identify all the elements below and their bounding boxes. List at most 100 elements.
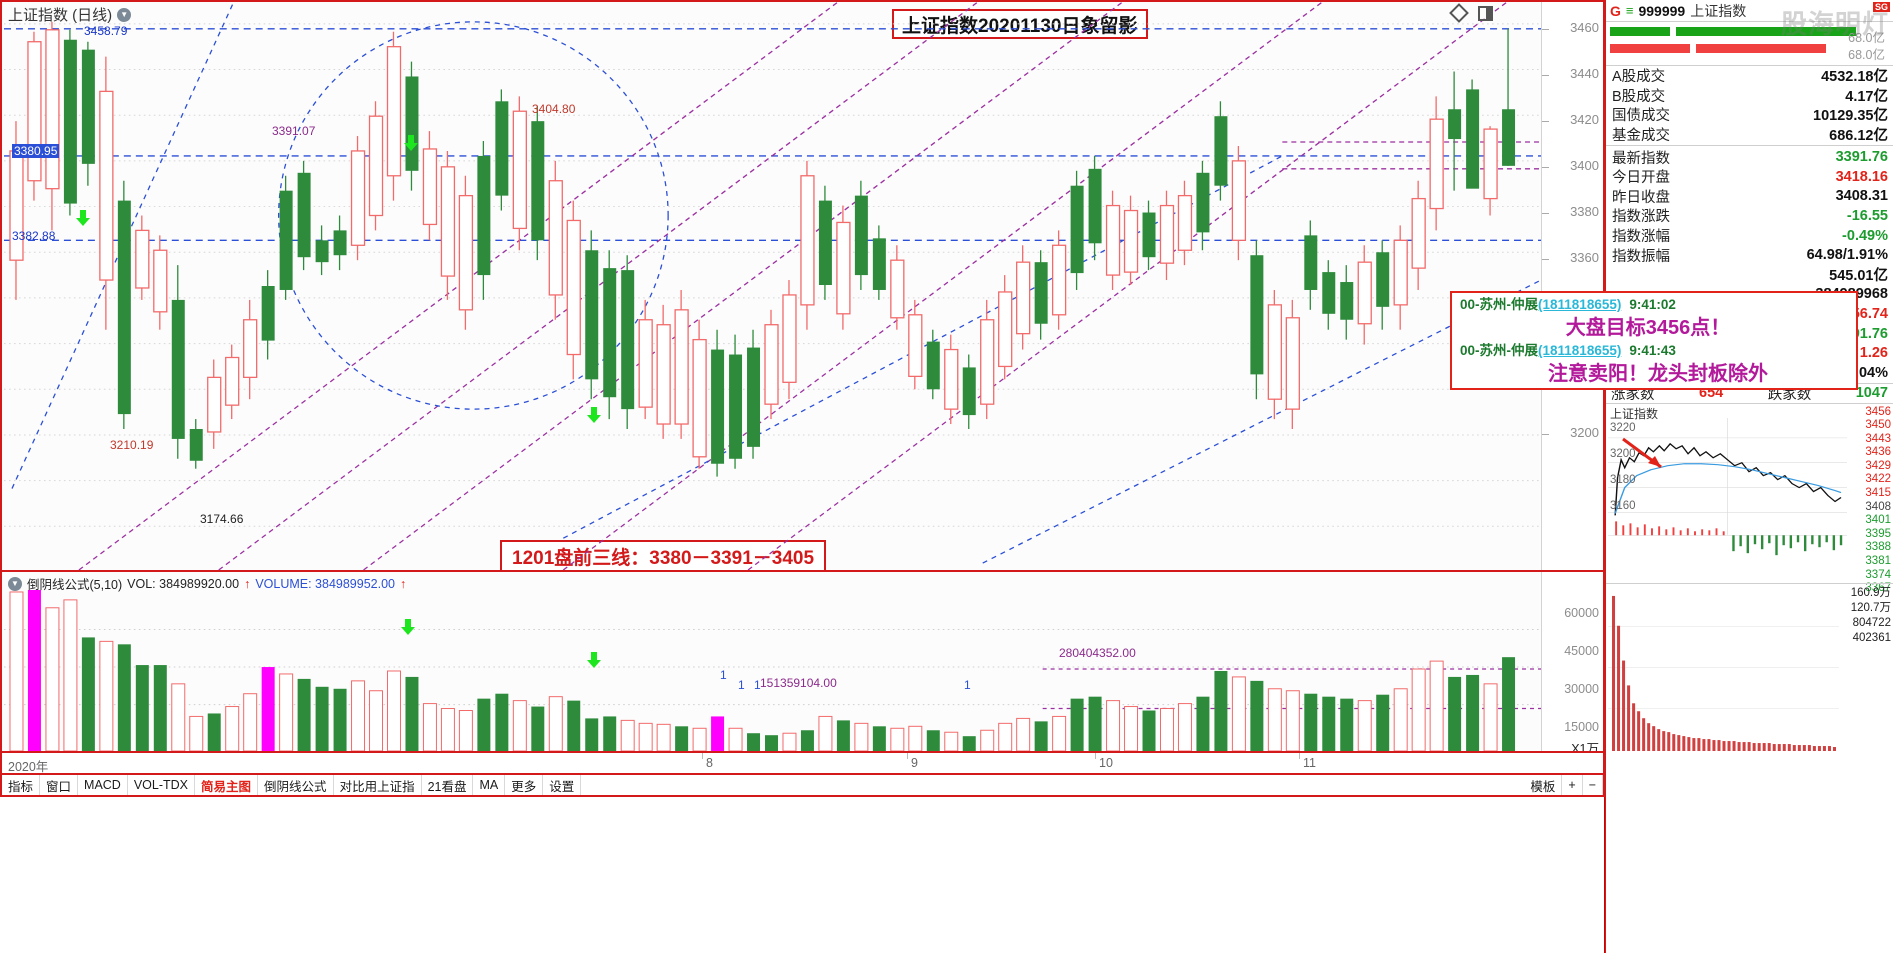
price-label-3391: 3391.07 — [272, 124, 316, 138]
instrument-code: 999999 — [1638, 2, 1686, 19]
quote-row-a-turnover: A股成交 4532.18亿 — [1606, 66, 1893, 86]
toolbar-item-simple-main[interactable]: 简易主图 — [195, 775, 259, 795]
quote-header[interactable]: G ≡ 999999 上证指数 SG — [1606, 0, 1893, 22]
chevron-down-icon[interactable]: ▼ — [8, 576, 22, 591]
x-axis-tick: 9 — [911, 756, 918, 770]
price-label-3380: 3380.95 — [12, 144, 60, 158]
toolbar-item-fake-yin[interactable]: 倒阴线公式 — [258, 775, 334, 795]
volume-svg — [4, 590, 1541, 751]
intraday-tick: 3388 — [1865, 541, 1891, 554]
market-volume-svg — [1608, 595, 1839, 751]
divider — [1606, 145, 1893, 147]
intraday-right-axis: 3456 3450 3443 3436 3429 3422 3415 3408 … — [1849, 406, 1891, 596]
quote-row-b-turnover: B股成交 4.17亿 — [1606, 86, 1893, 106]
chart-column: 上证指数 (日线) ▼ 上证指数20201130日象留影 1201盘前三线：33… — [0, 0, 1605, 953]
toolbar-item-21kanpan[interactable]: 21看盘 — [422, 775, 474, 795]
quote-row-extra-1: 545.01亿 — [1606, 265, 1893, 285]
row-label: 最新指数 — [1612, 150, 1670, 167]
row-value: -0.49% — [1842, 227, 1888, 244]
bottom-toolbar[interactable]: 指标 窗口 MACD VOL-TDX 简易主图 倒阴线公式 对比用上证指 21看… — [0, 775, 1605, 797]
intraday-left-tick: 3200 — [1610, 447, 1636, 460]
market-volume-tick: 120.7万 — [1850, 601, 1891, 614]
decline-label: 跌家数 — [1767, 386, 1812, 403]
signal-arrow-down-icon — [587, 407, 602, 424]
volume-annotation-big: 280404352.00 — [1059, 646, 1136, 660]
toolbar-zoom-in-button[interactable]: + — [1562, 775, 1583, 795]
row-value: 686.12亿 — [1829, 128, 1888, 145]
chat-message-header: 00-苏州-仲展(1811818655) 9:41:02 — [1460, 296, 1856, 314]
row-value: -16.55 — [1846, 207, 1888, 224]
intraday-plot[interactable] — [1608, 417, 1847, 581]
volume-mark: 1 — [964, 678, 971, 692]
volume-plot-area[interactable]: 280404352.00 151359104.00 1 1 1 1 — [4, 590, 1541, 751]
toolbar-item-settings[interactable]: 设置 — [543, 775, 582, 795]
volume-panel-header[interactable]: ▼ 倒阴线公式(5,10) VOL: 384989920.00 ↑ VOLUME… — [8, 574, 406, 593]
x-axis-tick: 10 — [1099, 756, 1113, 770]
intraday-left-tick: 3180 — [1610, 473, 1636, 486]
volume-tick: 45000 — [1564, 644, 1599, 658]
toolbar-item-vol-tdx[interactable]: VOL-TDX — [128, 775, 196, 795]
intraday-chart[interactable]: 上证指数 — [1606, 402, 1893, 594]
intraday-tick: 3415 — [1865, 487, 1891, 500]
chart-overlay-title: 上证指数20201130日象留影 — [892, 9, 1148, 39]
row-value: 64.98/1.91% — [1806, 247, 1888, 264]
chat-message-header: 00-苏州-仲展(1811818655) 9:41:43 — [1460, 342, 1856, 360]
row-value: 4532.18亿 — [1821, 69, 1888, 86]
down-bar-label: 68.0亿 — [1848, 48, 1885, 62]
toolbar-item-window[interactable]: 窗口 — [40, 775, 79, 795]
quote-row-fund-turnover: 基金成交 686.12亿 — [1606, 125, 1893, 145]
kline-price-axis: 3460 3440 3420 3400 3380 3360 3340 3320 … — [1541, 2, 1603, 570]
market-volume-chart[interactable]: 160.9万 120.7万 804722 402361 — [1606, 582, 1893, 751]
intraday-tick: 3367 — [1865, 582, 1891, 595]
toolbar-zoom-out-button[interactable]: − — [1583, 775, 1603, 795]
market-volume-plot — [1608, 586, 1839, 751]
row-value: 4.17亿 — [1845, 88, 1888, 105]
kline-panel-title[interactable]: 上证指数 (日线) ▼ — [8, 4, 132, 25]
toolbar-item-macd[interactable]: MACD — [78, 775, 128, 795]
toolbar-item-more[interactable]: 更多 — [505, 775, 544, 795]
diamond-icon[interactable] — [1449, 3, 1469, 23]
toolbar-item-compare[interactable]: 对比用上证指 — [334, 775, 422, 795]
toolbar-item-template[interactable]: 模板 — [1524, 775, 1563, 795]
kline-plot-area[interactable]: 3458.79 3380.95 3382.88 3391.07 3404.80 … — [4, 2, 1541, 570]
price-label-3458: 3458.79 — [84, 24, 128, 38]
volume-formula-label: 倒阴线公式(5,10) — [27, 578, 123, 592]
row-label: A股成交 — [1612, 69, 1666, 86]
intraday-tick: 3443 — [1865, 432, 1891, 445]
chat-popup[interactable]: 00-苏州-仲展(1811818655) 9:41:02 大盘目标3456点！ 0… — [1450, 291, 1858, 390]
x-axis-tick: 11 — [1303, 756, 1316, 770]
chat-user-id[interactable]: (1811818655) — [1538, 343, 1622, 358]
menu-icon[interactable]: ≡ — [1625, 3, 1634, 18]
instrument-name: 上证指数 — [1690, 2, 1747, 19]
toolbar-spacer — [581, 775, 1524, 795]
volume-mark: 1 — [754, 678, 761, 692]
row-value: 3391.76 — [1835, 149, 1888, 166]
decline-value: 1047 — [1855, 385, 1888, 401]
intraday-left-tick: 3160 — [1610, 499, 1636, 512]
down-bar-row: 68.0亿 — [1610, 44, 1889, 62]
chat-user-id[interactable]: (1811818655) — [1538, 297, 1622, 312]
volume-mark: 1 — [720, 668, 727, 682]
split-view-icon[interactable] — [1478, 6, 1493, 21]
volume-panel[interactable]: ▼ 倒阴线公式(5,10) VOL: 384989920.00 ↑ VOLUME… — [0, 572, 1605, 753]
toolbar-item-ma[interactable]: MA — [473, 775, 506, 795]
annotation-arrow-icon — [1622, 437, 1662, 469]
chevron-down-icon[interactable]: ▼ — [117, 7, 132, 22]
price-tick: 3420 — [1570, 112, 1599, 127]
quote-row-latest: 最新指数 3391.76 — [1606, 147, 1893, 167]
quote-panel: 股海明灯 G ≡ 999999 上证指数 SG 68.0亿 68.0亿 A股成交… — [1605, 0, 1893, 953]
row-value: 1.26 — [1859, 345, 1888, 362]
chat-timestamp: 9:41:02 — [1629, 297, 1676, 312]
intraday-tick: 3456 — [1865, 405, 1891, 418]
row-label: 今日开盘 — [1612, 170, 1670, 187]
chart-tool-icons[interactable] — [1449, 3, 1493, 23]
x-axis-bar: 2020年 8 9 10 11 — [0, 753, 1605, 775]
toolbar-item-indicator[interactable]: 指标 — [2, 775, 41, 795]
price-tick: 3440 — [1570, 66, 1599, 81]
market-volume-tick: 160.9万 — [1850, 586, 1891, 599]
quote-row-extra-3: 1.26 — [1606, 343, 1893, 363]
price-tick: 3200 — [1570, 425, 1599, 440]
price-label-3404: 3404.80 — [532, 102, 576, 116]
kline-panel[interactable]: 上证指数 (日线) ▼ 上证指数20201130日象留影 1201盘前三线：33… — [0, 0, 1605, 572]
